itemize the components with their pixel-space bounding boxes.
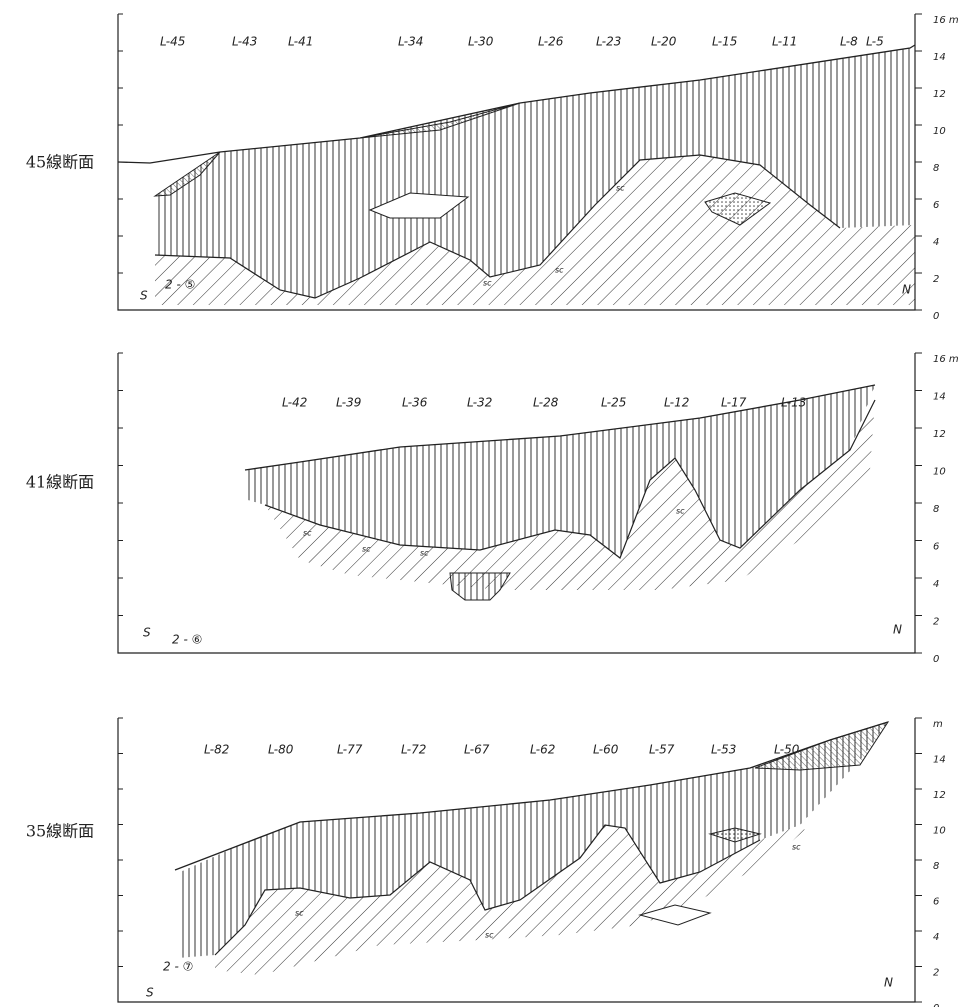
sc-label: sc [420,549,429,558]
sc-label: sc [555,266,564,275]
station-label: L-72 [401,743,426,757]
cross-section: 45線断面 0 2 4 6 8 10 12 14 16 m L-45 L-43 L-41 L-34 L-30… [26,14,959,322]
south-label: S [143,626,151,640]
station-label: L-62 [530,743,555,757]
section-name: 45線断面 [26,153,94,172]
sc-label: sc [362,545,371,554]
station-label: L-30 [468,35,494,49]
figure-number: 2 - ⑦ [163,960,193,974]
station-label: L-28 [533,396,559,410]
station-label: L-43 [232,35,257,49]
axis-label: 2 [933,968,939,979]
station-label: L-77 [337,743,363,757]
sc-label: sc [303,529,312,538]
station-label: L-36 [402,396,428,410]
axis-label: 8 [933,163,939,174]
sc-label: sc [483,279,492,288]
station-label: L-32 [467,396,492,410]
station-label: L-23 [596,35,621,49]
axis-label: 12 [933,429,946,440]
station-label: L-41 [288,35,313,49]
axis-label: 6 [933,897,939,908]
axis-label: 12 [933,89,946,100]
sc-label: sc [792,843,801,852]
axis-label: 16 m [933,15,959,26]
station-label: L-26 [538,35,564,49]
axis-label: 16 m [933,354,959,365]
station-label: L-25 [601,396,626,410]
axis-label: 6 [933,200,939,211]
station-label: L-15 [712,35,737,49]
lens [450,573,510,600]
section-name: 41線断面 [26,473,94,492]
cross-section-figure: 45線断面 0 2 4 6 8 10 12 14 16 m L-45 L-43 L-41 L-34 L-30… [0,0,965,1007]
axis-label: 8 [933,504,939,515]
station-label: L-82 [204,743,229,757]
axis-label: 10 [933,126,946,137]
station-label: L-34 [398,35,423,49]
axis-label: 8 [933,861,939,872]
sc-label: sc [295,909,304,918]
axis-label: 12 [933,790,946,801]
north-label: N [902,283,911,297]
axis-label: 6 [933,542,939,553]
station-label: L-39 [336,396,361,410]
station-label: L-17 [721,396,747,410]
figure-number: 2 - ⑥ [172,633,202,647]
station-label: L-8 [840,35,858,49]
north-label: N [884,976,893,990]
station-label: L-67 [464,743,490,757]
station-label: L-80 [268,743,294,757]
station-label: L-11 [772,35,797,49]
station-label: L-12 [664,396,689,410]
axis-label: 14 [933,52,946,63]
axis-label: 10 [933,467,946,478]
station-label: L-53 [711,743,736,757]
station-label: L-50 [774,743,800,757]
axis-label: 0 [933,654,939,665]
axis-label: 4 [933,932,939,943]
axis-label: 0 [933,1003,939,1007]
station-label: L-57 [649,743,675,757]
station-label: L-20 [651,35,677,49]
axis-label: m [933,719,943,730]
axis-label: 2 [933,274,939,285]
section-name: 35線断面 [26,822,94,841]
axis-label: 10 [933,826,946,837]
axis-label: 2 [933,617,939,628]
station-label: L-42 [282,396,307,410]
axis-label: 14 [933,392,946,403]
south-label: S [140,289,148,303]
north-label: N [893,623,902,637]
station-label: L-45 [160,35,185,49]
axis-label: 4 [933,579,939,590]
figure-number: 2 - ⑤ [165,278,195,292]
sc-label: sc [485,931,494,940]
axis-label: 0 [933,311,939,322]
axis-label: 4 [933,237,939,248]
cross-section: 41線断面 0 2 4 6 8 10 12 14 16 m L-42 L-39 L-36 L-32 L-28… [26,353,959,665]
station-label: L-5 [866,35,884,49]
station-label: L-60 [593,743,619,757]
axis-label: 14 [933,755,946,766]
sc-label: sc [676,507,685,516]
cross-section: 35線断面 0 2 4 6 8 10 12 14 m L-82 L-80 L-77 L-72 L-67 L-6… [26,718,946,1007]
station-label: L-13 [781,396,806,410]
south-label: S [146,986,154,1000]
sc-label: sc [616,184,625,193]
